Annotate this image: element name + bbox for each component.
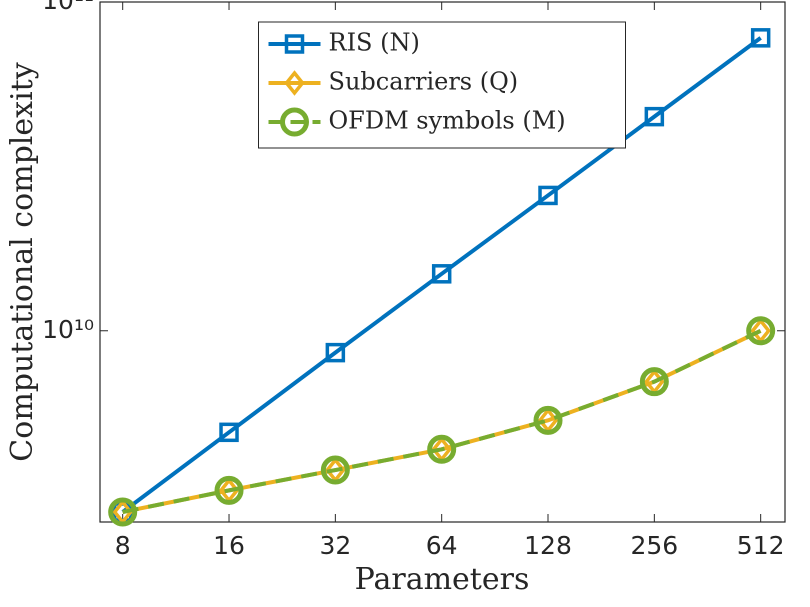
marker <box>325 342 346 363</box>
marker <box>533 405 563 435</box>
marker <box>644 106 665 127</box>
x-tick-label: 512 <box>737 531 785 560</box>
x-tick-label: 256 <box>630 531 678 560</box>
marker <box>746 316 776 346</box>
marker <box>284 70 305 96</box>
marker <box>431 264 452 284</box>
marker <box>639 367 669 397</box>
legend: RIS (N) Subcarriers (Q) OFDM symbols (M) <box>258 21 626 149</box>
legend-label: Subcarriers (Q) <box>329 68 519 96</box>
marker <box>219 422 239 443</box>
x-tick-label: 32 <box>319 531 351 560</box>
marker <box>214 475 244 505</box>
marker <box>427 434 457 464</box>
x-tick-label: 16 <box>213 531 245 560</box>
marker <box>750 28 771 48</box>
plot-frame <box>99 1 786 523</box>
marker <box>280 107 309 137</box>
y-axis-label: Computational complexity <box>5 62 40 461</box>
marker <box>284 34 305 54</box>
x-tick-label: 8 <box>115 531 131 560</box>
x-axis-label: Parameters <box>355 562 530 597</box>
y-tick-label: 10¹⁰ <box>42 315 94 344</box>
marker <box>320 455 350 485</box>
x-tick-label: 128 <box>524 531 572 560</box>
legend-label: OFDM symbols (M) <box>329 107 566 135</box>
series-line <box>121 36 762 514</box>
marker <box>108 497 138 527</box>
marker <box>538 185 558 206</box>
legend-label: RIS (N) <box>329 29 420 57</box>
x-tick-label: 64 <box>426 531 458 560</box>
y-tick-label: 10¹¹ <box>42 0 94 15</box>
series-line <box>122 328 762 514</box>
